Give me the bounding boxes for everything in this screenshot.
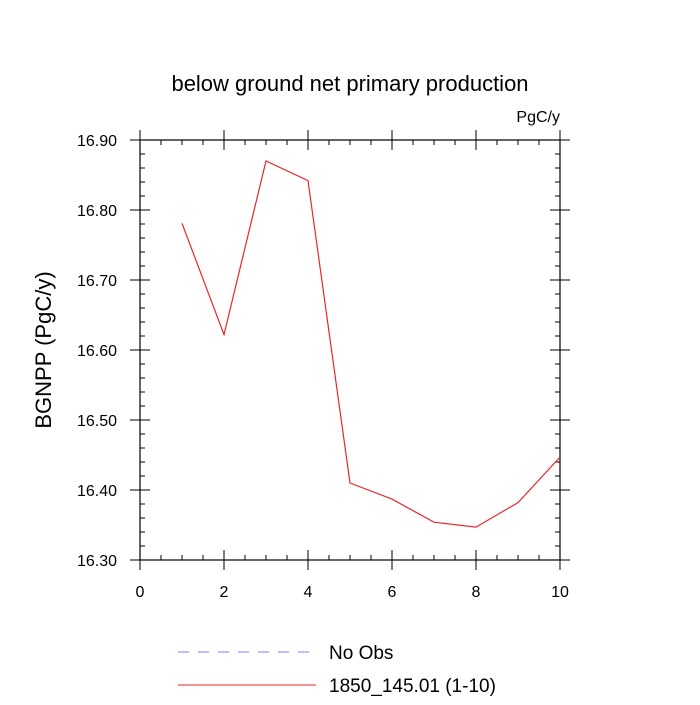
axis-ticks [130,130,570,570]
x-tick-label: 10 [551,584,569,601]
legend-label: No Obs [329,643,393,664]
y-tick-label: 16.90 [77,133,117,150]
x-tick-label: 4 [304,584,313,601]
plot-frame [139,139,561,561]
y-tick-labels: 16.30 16.40 16.50 16.60 16.70 16.80 16.90 [77,133,117,570]
y-tick-label: 16.70 [77,273,117,290]
y-tick-label: 16.50 [77,413,117,430]
x-tick-label: 0 [136,584,145,601]
series-layer [181,160,561,528]
y-tick-label: 16.80 [77,203,117,220]
chart-title: below ground net primary production [171,71,528,96]
y-tick-label: 16.40 [77,483,117,500]
legend: No Obs 1850_145.01 (1-10) [178,643,496,697]
legend-label: 1850_145.01 (1-10) [329,676,496,697]
x-tick-label: 2 [220,584,229,601]
x-tick-label: 8 [472,584,481,601]
x-tick-labels: 0 2 4 6 8 10 [136,584,569,601]
series-line [181,160,561,528]
x-tick-label: 6 [388,584,397,601]
units-label: PgC/y [516,109,560,126]
y-axis-label: BGNPP (PgC/y) [31,271,56,428]
y-tick-label: 16.60 [77,343,117,360]
y-tick-label: 16.30 [77,553,117,570]
